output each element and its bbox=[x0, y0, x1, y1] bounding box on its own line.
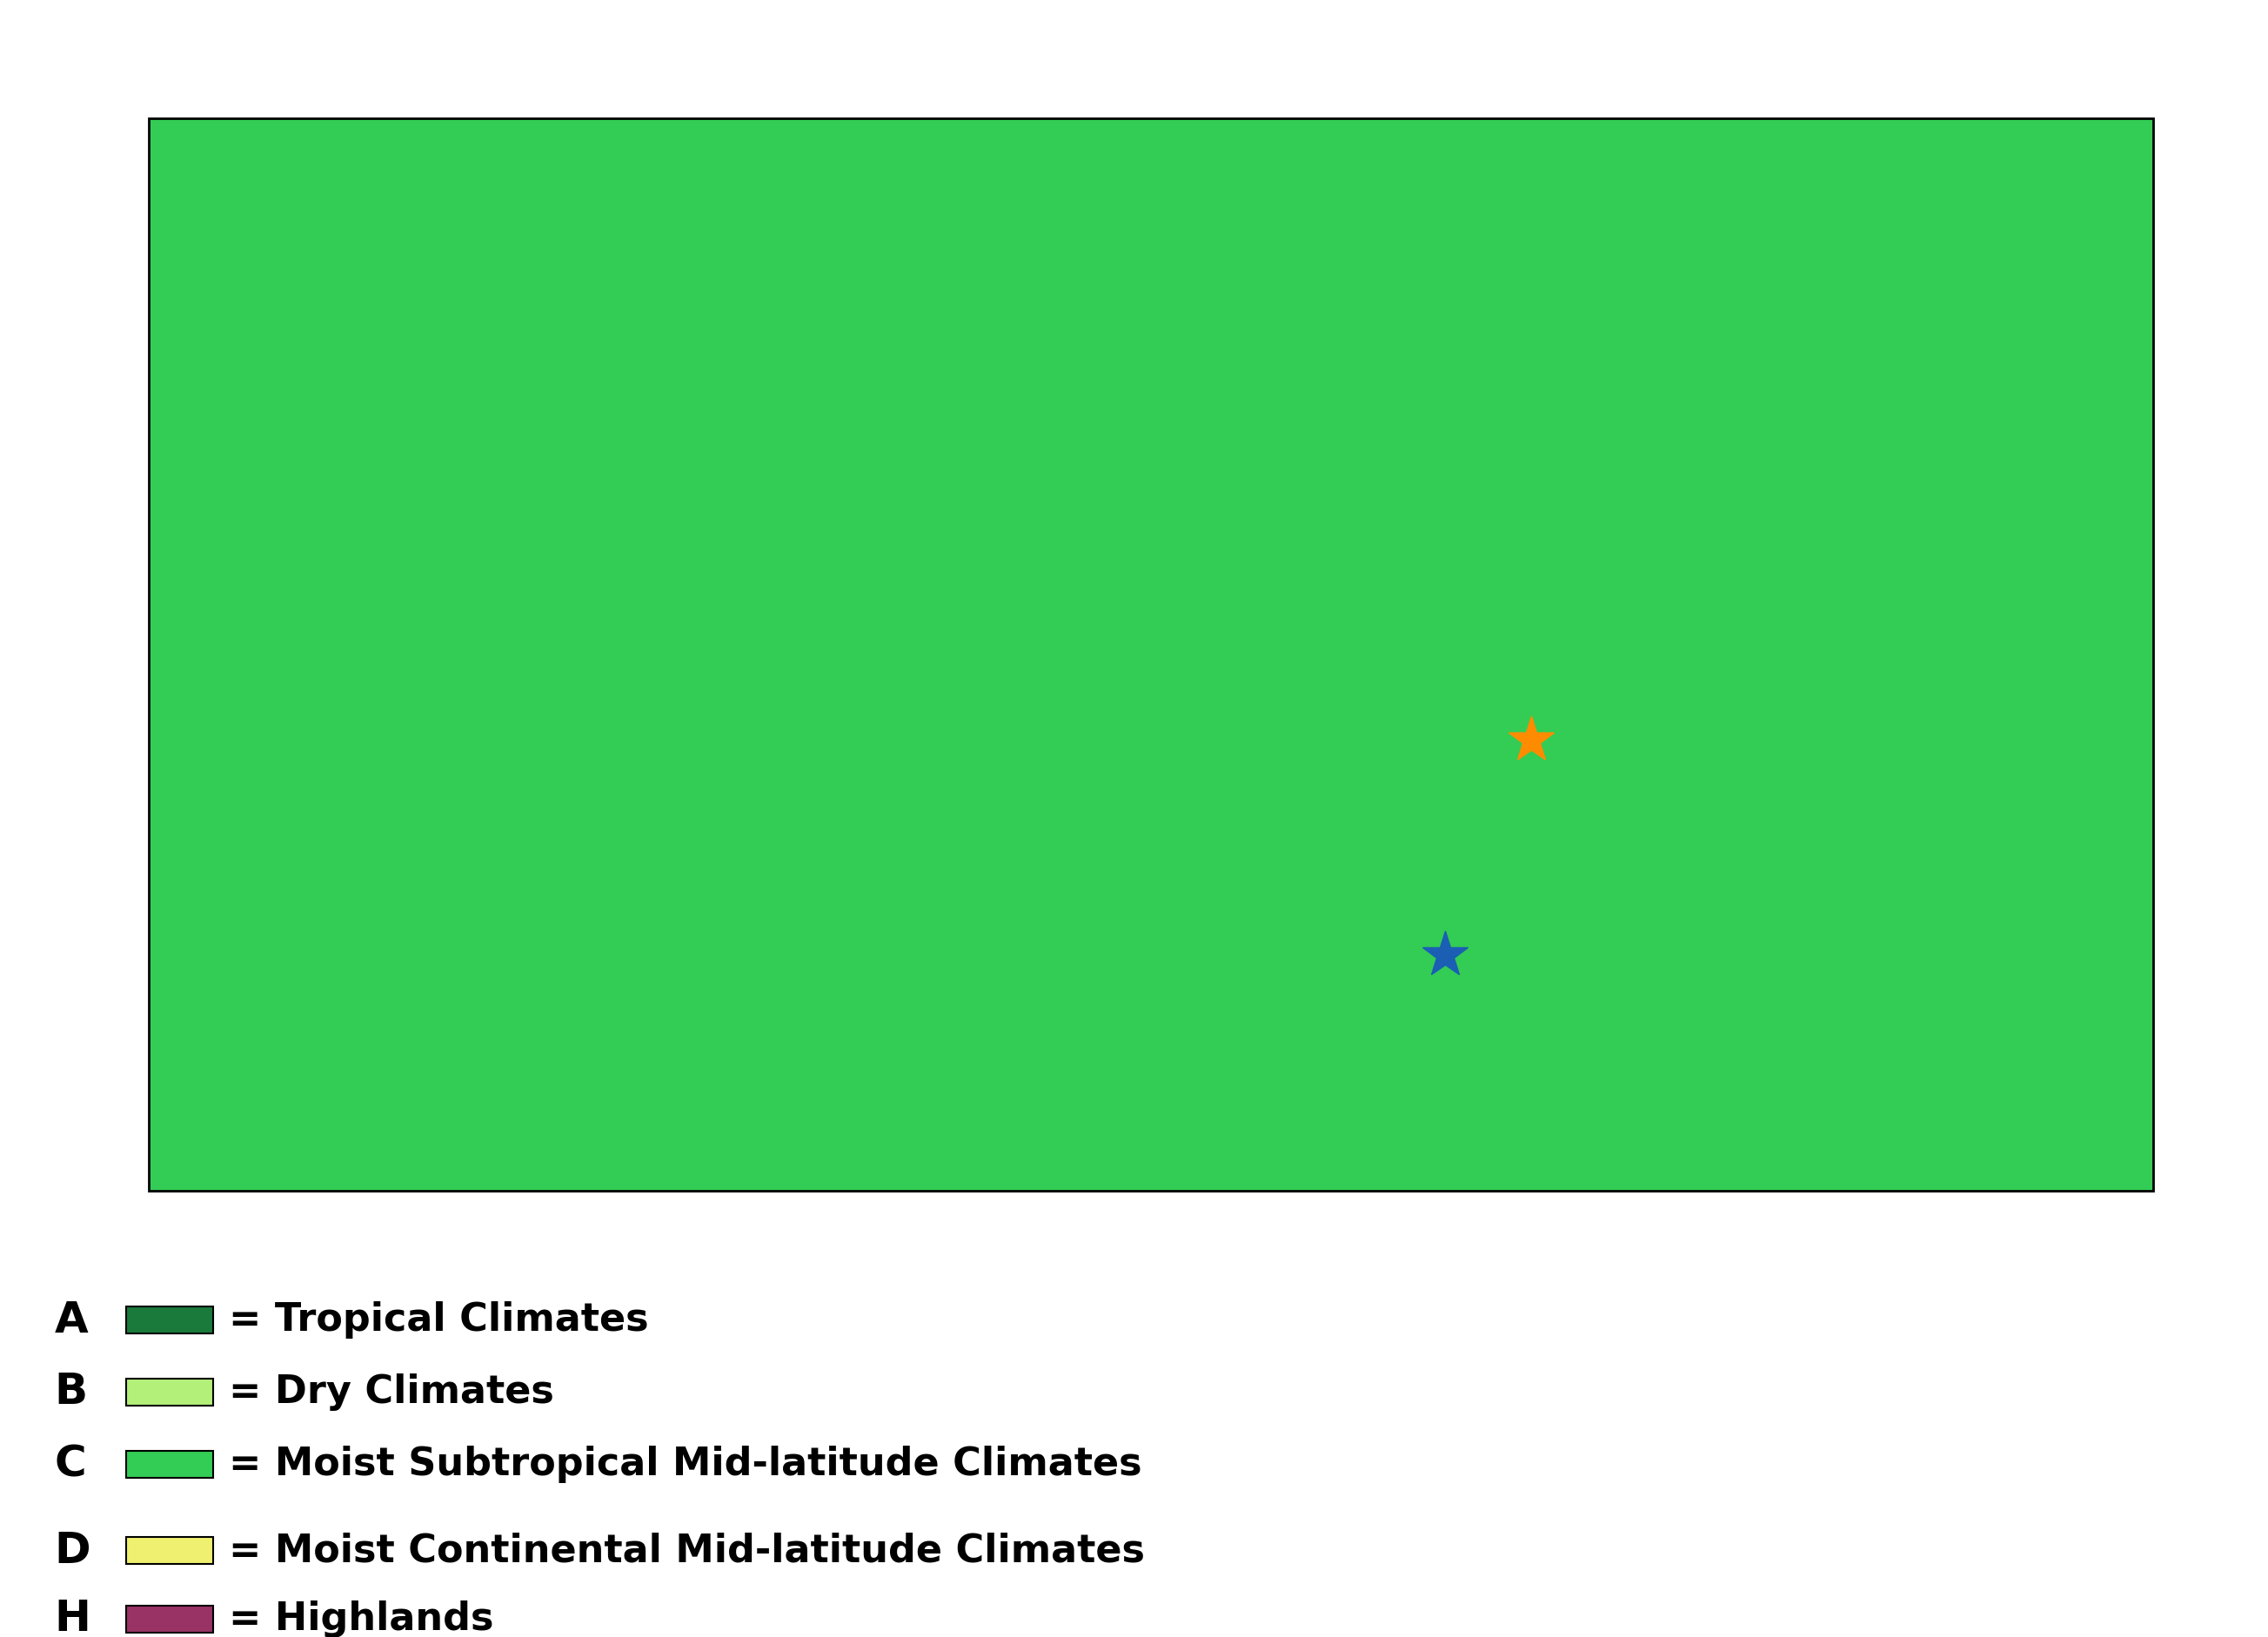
FancyBboxPatch shape bbox=[127, 1306, 213, 1334]
Text: C: C bbox=[54, 1444, 86, 1485]
Text: A: A bbox=[54, 1300, 88, 1341]
FancyBboxPatch shape bbox=[127, 1450, 213, 1478]
Text: = Moist Subtropical Mid-latitude Climates: = Moist Subtropical Mid-latitude Climate… bbox=[229, 1445, 1143, 1483]
Text: = Dry Climates: = Dry Climates bbox=[229, 1373, 553, 1411]
FancyBboxPatch shape bbox=[127, 1378, 213, 1406]
Text: H: H bbox=[54, 1598, 91, 1637]
FancyBboxPatch shape bbox=[127, 1537, 213, 1565]
Text: = Highlands: = Highlands bbox=[229, 1601, 494, 1637]
Text: B: B bbox=[54, 1372, 88, 1413]
Text: = Tropical Climates: = Tropical Climates bbox=[229, 1301, 649, 1339]
FancyBboxPatch shape bbox=[127, 1606, 213, 1632]
Text: D: D bbox=[54, 1529, 91, 1572]
Text: = Moist Continental Mid-latitude Climates: = Moist Continental Mid-latitude Climate… bbox=[229, 1532, 1145, 1570]
Bar bbox=[150, 118, 2155, 1192]
